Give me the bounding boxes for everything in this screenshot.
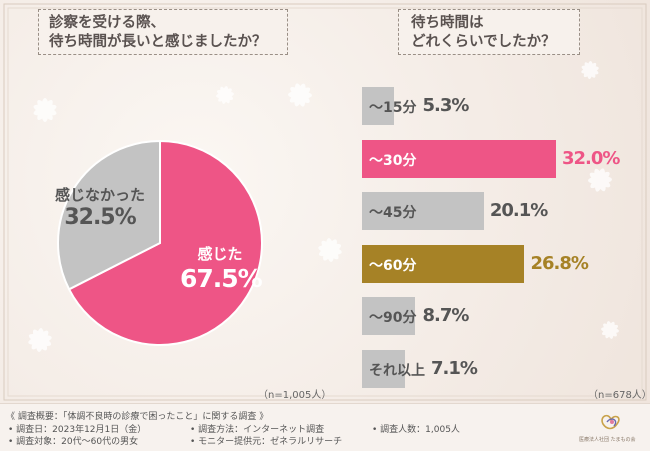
bar-2 — [362, 139, 556, 178]
bar-sample-size: （n=678人） — [588, 390, 650, 401]
clinic-logo-text: 医療法人社団 たまもの会 — [579, 437, 636, 443]
pie-title-line1: 診察を受ける際、 — [49, 15, 165, 31]
footer-method: • 調査方法：インターネット調査 — [190, 425, 325, 435]
pie-sample-size: （n=1,005人） — [258, 390, 332, 401]
pie-label-not-felt-name: 感じなかった — [54, 186, 145, 204]
pie-title-box: 診察を受ける際、 待ち時間が長いと感じましたか？ — [38, 9, 288, 55]
bar-label-5: 〜90分 — [369, 310, 417, 326]
pie-slice-felt — [67, 139, 263, 346]
bar-value-2: 32.0% — [562, 147, 620, 169]
clinic-logo — [601, 414, 620, 430]
footer-target: • 調査対象：20代〜60代の男女 — [8, 437, 139, 447]
bar-title-line2: どれくらいでしたか？ — [411, 34, 556, 50]
footer-provider: • モニター提供元：ゼネラルリサーチ — [190, 437, 343, 447]
bar-label-3: 〜45分 — [369, 205, 417, 221]
bar-6 — [362, 349, 406, 388]
bar-value-6: 7.1% — [431, 357, 478, 379]
pie-label-not-felt-value: 32.5% — [64, 205, 136, 230]
footer-overview: 《 調査概要：「体調不良時の診療で困ったこと」に関する調査 》 — [6, 412, 269, 422]
bar-label-1: 〜15分 — [369, 100, 417, 116]
bar-value-1: 5.3% — [422, 95, 469, 116]
bar-title-line1: 待ち時間は — [411, 15, 484, 31]
bar-label-2: 〜30分 — [369, 152, 417, 169]
footer-count: • 調査人数：1,005人 — [372, 425, 460, 435]
pie-label-felt-name: 感じた — [197, 245, 243, 263]
survey-footer: 《 調査概要：「体調不良時の診療で困ったこと」に関する調査 》 • 調査日：20… — [0, 403, 650, 451]
pie-label-not-felt: 感じなかった 32.5% — [40, 184, 160, 230]
pie-label-felt-value: 67.5% — [180, 264, 263, 293]
bar-label-4: 〜60分 — [369, 257, 417, 274]
bar-title-box: 待ち時間は どれくらいでしたか？ — [398, 9, 580, 55]
bar-4 — [362, 244, 525, 283]
bar-1 — [362, 87, 395, 125]
bar-value-3: 20.1% — [489, 200, 548, 221]
bar-value-5: 8.7% — [422, 305, 469, 326]
footer-date: • 調査日：2023年12月1日（金） — [8, 425, 147, 435]
pie-slice-not-felt — [57, 139, 161, 291]
pie-label-felt: 感じた 67.5% — [180, 243, 263, 293]
bar-3 — [362, 192, 484, 230]
bar-5 — [362, 297, 415, 335]
bar-value-4: 26.8% — [530, 252, 588, 274]
bar-label-6: それ以上 — [369, 362, 425, 379]
pie-title-line2: 待ち時間が長いと感じましたか？ — [49, 34, 267, 50]
